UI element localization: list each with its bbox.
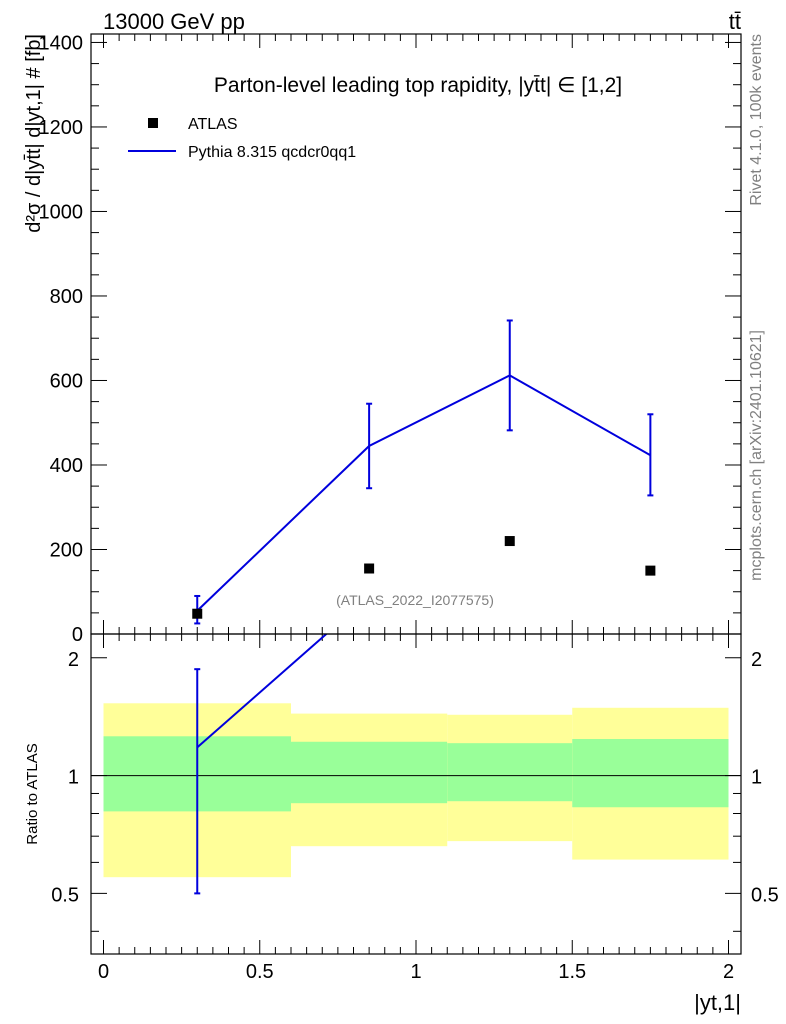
- legend: ATLAS Pythia 8.315 qcdcr0qq1: [128, 116, 356, 161]
- watermark: (ATLAS_2022_I2077575): [336, 592, 494, 608]
- main-x-ticks: [103, 34, 729, 954]
- main-y-tick-label: 0: [72, 624, 83, 646]
- main-y-tick-label: 200: [50, 539, 83, 561]
- x-axis-label: |yt,1|: [694, 990, 741, 1015]
- atlas-data-point: [364, 563, 375, 574]
- ratio-y-axis-label: Ratio to ATLAS: [24, 743, 41, 844]
- ratio-y-tick-label: 1: [68, 767, 79, 789]
- ratio-x-tick-labels: 0 0.5 1 1.5 2: [98, 961, 734, 983]
- legend-label-pythia: Pythia 8.315 qcdcr0qq1: [188, 144, 356, 161]
- ratio-y-tick-labels: 0.5 0.5 1 1 2 2: [51, 649, 779, 907]
- ratio-y-tick-label: 0.5: [51, 884, 79, 906]
- x-tick-label: 0.5: [246, 961, 274, 983]
- x-tick-label: 1.5: [558, 961, 586, 983]
- pythia-line: [196, 374, 651, 612]
- main-y-tick-label: 600: [50, 370, 83, 392]
- main-y-tick-label: 1200: [39, 117, 84, 139]
- rivet-label: Rivet 4.1.0, 100k events: [748, 34, 765, 206]
- ratio-ticks: [91, 657, 741, 932]
- chart-title: Parton-level leading top rapidity, |yt̄t…: [214, 74, 622, 97]
- main-y-tick-label: 400: [50, 455, 83, 477]
- ratio-series: [194, 634, 328, 895]
- legend-marker-atlas: [148, 118, 158, 128]
- x-tick-label: 2: [723, 961, 734, 983]
- atlas-data-point: [192, 608, 203, 619]
- main-y-tick-labels: 0 200 400 600 800 1000 1200 1400: [39, 32, 84, 646]
- ratio-y-tick-label: 2: [68, 649, 79, 671]
- atlas-data-point: [645, 565, 656, 576]
- ratio-pythia-line: [196, 634, 328, 749]
- ratio-band-inner: [572, 739, 729, 808]
- main-y-axis-label: d²σ / d|yt̄t| d|yt,1| # [fb]: [23, 34, 45, 233]
- header-left: 13000 GeV pp: [103, 9, 245, 34]
- main-y-tick-label: 1400: [39, 32, 84, 54]
- atlas-data-point: [504, 536, 515, 547]
- ratio-panel: 0.5 0.5 1 1 2 2 0 0.5 1 1.5 2 Ratio to ATLAS |yt,…: [24, 633, 779, 1015]
- ratio-y-tick-label-right: 2: [751, 649, 762, 671]
- mcplots-label: mcplots.cern.ch [arXiv:2401.10621]: [748, 330, 765, 581]
- main-series: [192, 319, 656, 625]
- ratio-y-tick-label-right: 0.5: [751, 884, 779, 906]
- ratio-frame: [90, 633, 742, 955]
- header-right: tt̄: [729, 9, 741, 34]
- main-y-ticks: [91, 41, 741, 635]
- ratio-band-inner: [447, 743, 573, 802]
- main-y-tick-label: 800: [50, 286, 83, 308]
- main-y-tick-label: 1000: [39, 201, 84, 223]
- legend-label-atlas: ATLAS: [188, 116, 238, 133]
- x-tick-label: 0: [98, 961, 109, 983]
- ratio-band-inner: [291, 741, 448, 804]
- main-panel: 0 200 400 600 800 1000 1200 1400 Parton-level l…: [23, 32, 742, 954]
- ratio-y-tick-label-right: 1: [751, 767, 762, 789]
- x-tick-label: 1: [410, 961, 421, 983]
